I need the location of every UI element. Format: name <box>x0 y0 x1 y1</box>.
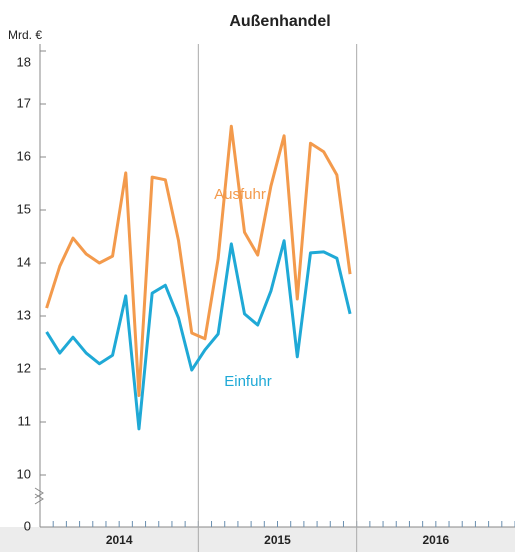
x-group-label: 2016 <box>422 533 449 547</box>
y-tick-label: 17 <box>17 95 31 110</box>
series-line <box>45 239 352 431</box>
x-axis-band <box>0 527 515 552</box>
y-tick-label: 11 <box>18 413 32 428</box>
axis-break <box>34 487 44 505</box>
y-tick-label: 13 <box>17 307 31 322</box>
y-tick-label: 10 <box>17 466 31 481</box>
series-label: Ausfuhr <box>214 186 266 203</box>
y-tick-label: 15 <box>17 201 31 216</box>
y-tick-label: 0 <box>24 518 31 533</box>
series-line <box>45 124 352 397</box>
chart-title: Außenhandel <box>229 13 330 30</box>
x-group-label: 2015 <box>264 533 291 547</box>
y-tick-label: 18 <box>17 54 31 69</box>
y-tick-label: 12 <box>17 360 31 375</box>
x-group-label: 2014 <box>106 533 133 547</box>
y-tick-label: 14 <box>17 254 31 269</box>
y-axis-label: Mrd. € <box>8 28 42 42</box>
y-tick-label: 16 <box>17 148 31 163</box>
series-label: Einfuhr <box>224 373 272 390</box>
